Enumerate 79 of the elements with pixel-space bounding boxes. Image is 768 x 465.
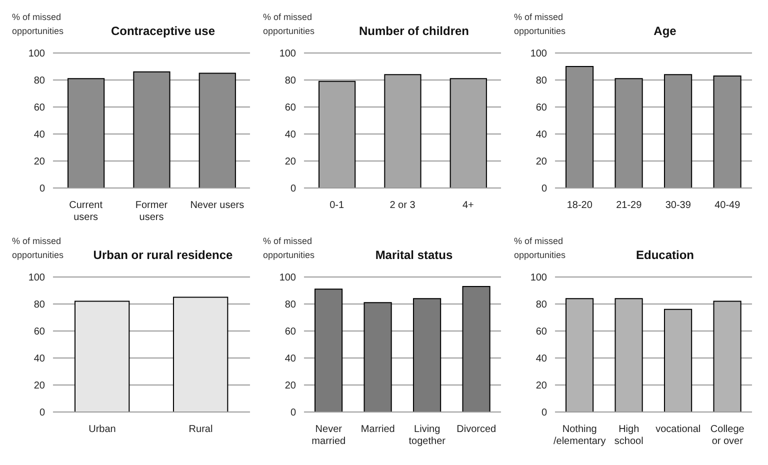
x-tick-label: High school — [614, 424, 644, 447]
y-tick-label: 80 — [34, 300, 46, 311]
x-tick-label: vocational — [656, 424, 701, 435]
bar — [713, 300, 742, 412]
bar — [462, 286, 490, 412]
y-tick-label: 100 — [530, 48, 548, 60]
x-tick-label: 18-20 — [566, 200, 593, 211]
y-axis-title: % of missed opportunities — [12, 11, 64, 38]
y-tick-label: 0 — [39, 408, 46, 419]
y-tick-label: 20 — [34, 380, 46, 392]
x-tick-label: Current users — [69, 200, 103, 223]
chart-title: Contraceptive use — [110, 24, 216, 38]
chart-title: Age — [652, 24, 678, 38]
y-tick-label: 100 — [279, 48, 296, 60]
y-tick-label: 100 — [28, 272, 46, 284]
y-tick-label: 0 — [39, 184, 46, 195]
x-tick-label: Married — [360, 424, 395, 435]
x-tick-label: Nothing /elementary — [554, 424, 606, 447]
y-tick-label: 20 — [536, 380, 548, 392]
y-tick-label: 60 — [284, 326, 296, 338]
y-tick-label: 40 — [34, 354, 46, 365]
chart-title: Marital status — [374, 248, 454, 262]
x-tick-label: 21-29 — [616, 200, 642, 211]
y-tick-label: 0 — [541, 184, 548, 195]
y-tick-label: 60 — [284, 102, 296, 114]
y-tick-label: 60 — [536, 326, 548, 338]
y-axis-title: % of missed opportunities — [514, 11, 566, 38]
y-axis-title: % of missed opportunities — [263, 235, 315, 262]
y-tick-label: 0 — [541, 408, 548, 419]
x-tick-label: Divorced — [456, 424, 496, 435]
x-tick-label: 0-1 — [330, 200, 344, 211]
y-tick-label: 80 — [536, 300, 548, 311]
chart-title: Urban or rural residence — [92, 248, 234, 262]
x-tick-label: Living together — [408, 424, 446, 447]
y-tick-label: 100 — [530, 272, 548, 284]
x-tick-label: Rural — [188, 424, 213, 435]
y-tick-label: 80 — [284, 76, 296, 87]
y-tick-label: 40 — [284, 130, 296, 141]
y-tick-label: 40 — [284, 354, 296, 365]
x-tick-label: College or over — [710, 424, 745, 447]
y-axis-title: % of missed opportunities — [263, 11, 315, 38]
x-tick-label: 30-39 — [665, 200, 692, 211]
x-tick-label: Former users — [135, 200, 168, 223]
y-tick-label: 20 — [536, 156, 548, 168]
x-tick-label: 4+ — [462, 200, 474, 211]
bar — [566, 298, 594, 412]
y-tick-label: 80 — [536, 76, 548, 87]
y-tick-label: 0 — [290, 184, 296, 195]
x-tick-label: Never users — [190, 200, 244, 211]
bar — [413, 298, 442, 412]
bar — [614, 298, 643, 412]
chart-title: Number of children — [358, 24, 470, 38]
y-tick-label: 80 — [284, 300, 296, 311]
y-tick-label: 20 — [34, 156, 46, 168]
y-tick-label: 100 — [28, 48, 46, 60]
bar — [318, 80, 356, 188]
y-tick-label: 80 — [34, 76, 46, 87]
y-tick-label: 60 — [34, 102, 46, 114]
y-tick-label: 60 — [536, 102, 548, 114]
y-tick-label: 40 — [34, 130, 46, 141]
y-tick-label: 0 — [290, 408, 296, 419]
bar — [384, 74, 422, 188]
bar — [314, 288, 343, 412]
x-tick-label: 40-49 — [714, 200, 741, 211]
y-tick-label: 100 — [279, 272, 296, 284]
y-tick-label: 20 — [284, 380, 296, 392]
y-axis-title: % of missed opportunities — [514, 235, 566, 262]
x-tick-label: Urban — [88, 424, 116, 435]
bar — [450, 78, 487, 188]
y-axis-title: % of missed opportunities — [12, 235, 64, 262]
chart-title: Education — [634, 248, 695, 262]
y-tick-label: 40 — [536, 354, 548, 365]
bar — [664, 308, 692, 412]
x-tick-label: 2 or 3 — [390, 200, 416, 211]
bar — [364, 302, 392, 412]
y-tick-label: 40 — [536, 130, 548, 141]
y-tick-label: 60 — [34, 326, 46, 338]
x-tick-label: Never married — [312, 424, 346, 447]
y-tick-label: 20 — [284, 156, 296, 168]
